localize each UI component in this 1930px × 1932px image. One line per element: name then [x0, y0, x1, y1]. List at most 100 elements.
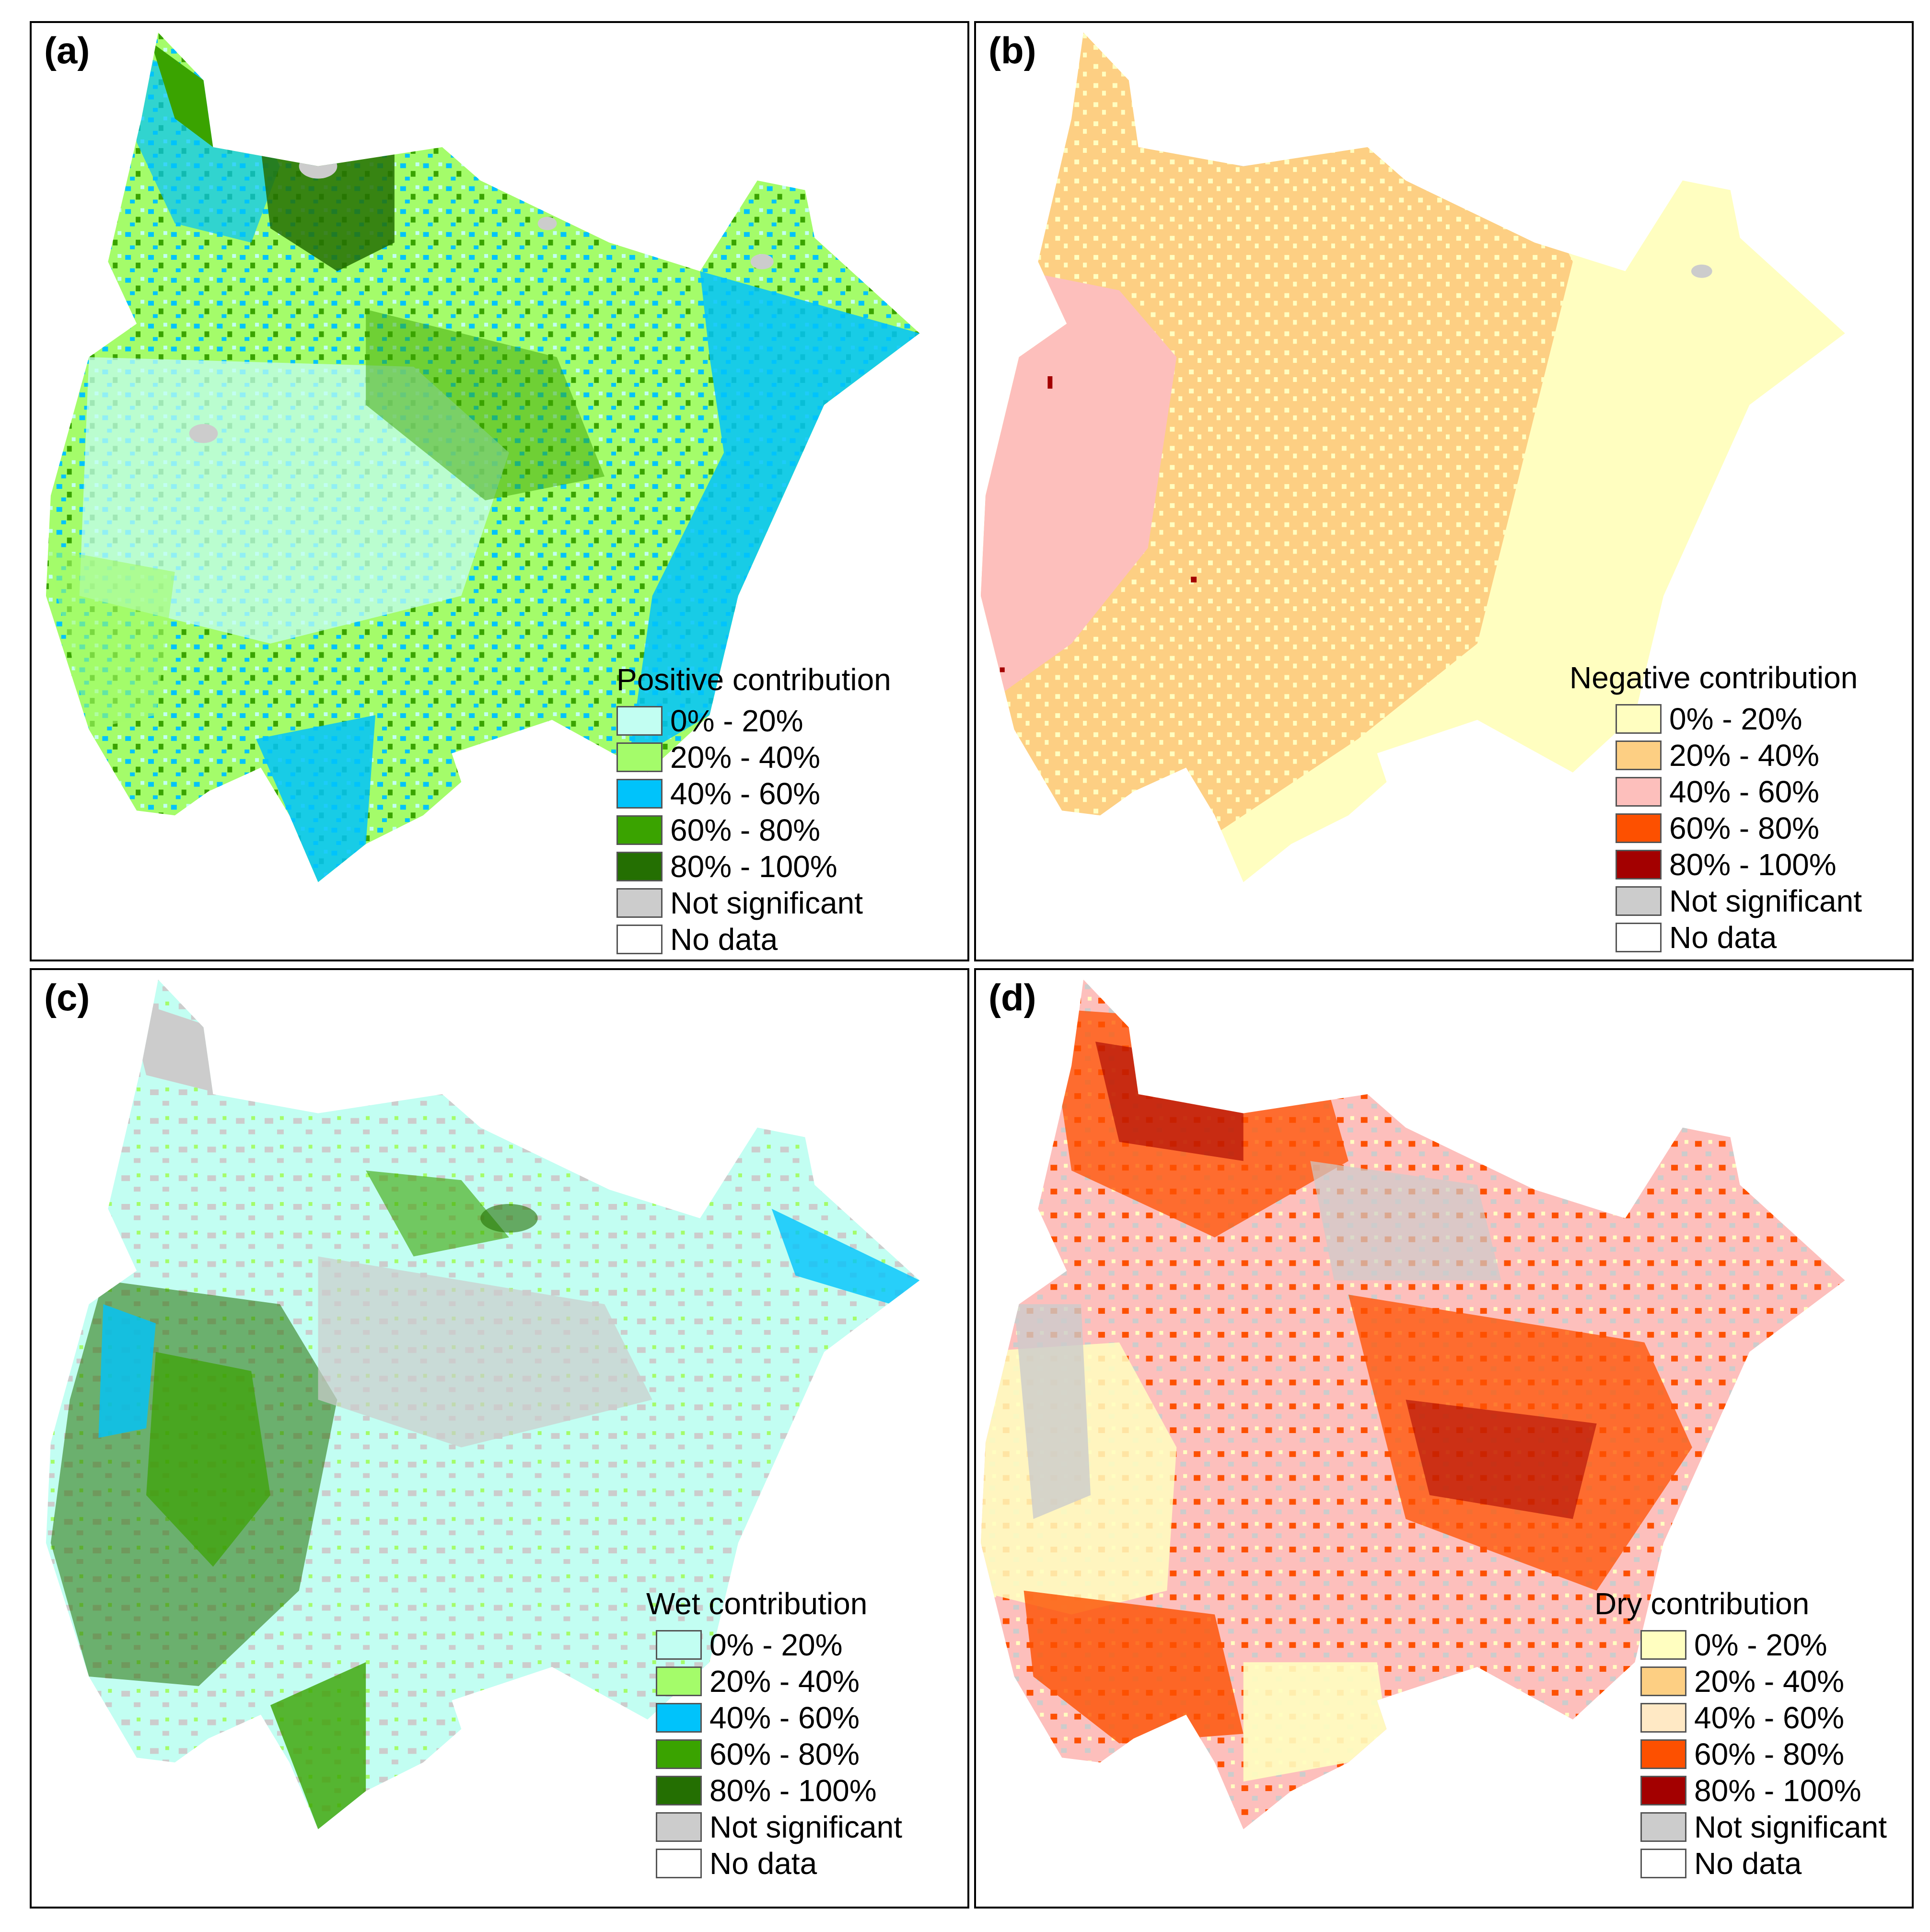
panel-c: (c) Wet contribution 0% - 20% 20% - 40% …	[30, 968, 969, 1909]
legend-label: No data	[670, 922, 778, 957]
legend-swatch	[1640, 1703, 1686, 1733]
legend-item: 20% - 40%	[1616, 737, 1862, 774]
legend-swatch	[656, 1630, 702, 1660]
legend-swatch	[616, 742, 663, 772]
panel-label: (d)	[988, 976, 1036, 1018]
legend-swatch	[1616, 886, 1662, 916]
panel-label: (b)	[988, 29, 1036, 71]
legend: Negative contribution 0% - 20% 20% - 40%…	[1570, 662, 1862, 956]
legend-item: 60% - 80%	[656, 1736, 902, 1772]
legend-title: Positive contribution	[616, 662, 891, 697]
legend-label: Not significant	[1669, 884, 1862, 918]
legend-item: 60% - 80%	[1640, 1736, 1887, 1772]
legend-item: 80% - 100%	[1616, 846, 1862, 883]
legend-swatch	[616, 706, 663, 736]
legend-swatch	[1640, 1849, 1686, 1878]
legend: Wet contribution 0% - 20% 20% - 40% 40% …	[646, 1588, 902, 1882]
positive-contribution-map	[46, 32, 920, 882]
legend-label: 60% - 80%	[1669, 811, 1820, 845]
legend-label: 20% - 40%	[670, 740, 821, 775]
legend-label: 20% - 40%	[1669, 738, 1820, 773]
legend-label: No data	[709, 1846, 817, 1881]
legend-swatch	[656, 1666, 702, 1696]
legend-swatch	[1616, 923, 1662, 952]
legend-swatch	[616, 815, 663, 845]
legend-swatch	[1616, 740, 1662, 770]
legend-item: 60% - 80%	[1616, 810, 1862, 846]
wet-contribution-map	[46, 979, 920, 1829]
legend-label: 80% - 100%	[670, 849, 837, 884]
negative-contribution-map	[980, 32, 1845, 882]
legend-label: Not significant	[670, 886, 863, 920]
legend-title: Wet contribution	[646, 1586, 868, 1621]
legend-label: 40% - 60%	[709, 1701, 860, 1735]
legend-item: Not significant	[616, 885, 891, 921]
legend-item: 40% - 60%	[1640, 1700, 1887, 1736]
legend-swatch	[1640, 1666, 1686, 1696]
legend-swatch	[656, 1739, 702, 1769]
panel-label: (c)	[44, 976, 90, 1018]
legend-item: 40% - 60%	[616, 775, 891, 812]
legend-item: 20% - 40%	[616, 739, 891, 775]
panel-b: (b) Negative contribution 0% - 20% 20% -…	[974, 21, 1914, 961]
legend-label: 20% - 40%	[709, 1664, 860, 1699]
legend-item: 20% - 40%	[1640, 1663, 1887, 1700]
legend-item: 0% - 20%	[1616, 701, 1862, 737]
panel-d: (d) Dry contribution 0% - 20% 20% - 40% …	[974, 968, 1914, 1909]
panel-label: (a)	[44, 29, 90, 71]
legend-label: 0% - 20%	[1669, 702, 1802, 736]
legend-item: No data	[616, 921, 891, 958]
legend-swatch	[656, 1703, 702, 1733]
legend-label: 0% - 20%	[1694, 1628, 1827, 1662]
legend-item: 40% - 60%	[1616, 774, 1862, 810]
legend-item: 40% - 60%	[656, 1700, 902, 1736]
dry-contribution-map	[980, 979, 1845, 1829]
legend-label: 80% - 100%	[1694, 1773, 1861, 1808]
legend-item: Not significant	[1640, 1809, 1887, 1845]
legend-item: 80% - 100%	[1640, 1772, 1887, 1809]
legend-item: 0% - 20%	[1640, 1627, 1887, 1663]
legend-label: Not significant	[1694, 1810, 1887, 1844]
legend-swatch	[1640, 1776, 1686, 1805]
legend-swatch	[1640, 1812, 1686, 1842]
legend-swatch	[656, 1812, 702, 1842]
legend-item: 60% - 80%	[616, 812, 891, 848]
legend-title: Negative contribution	[1570, 660, 1858, 695]
legend-label: 20% - 40%	[1694, 1664, 1845, 1699]
legend-label: 40% - 60%	[1694, 1701, 1845, 1735]
legend-label: 60% - 80%	[1694, 1737, 1845, 1771]
legend-item: No data	[656, 1845, 902, 1882]
legend-swatch	[616, 925, 663, 954]
legend-item: 0% - 20%	[616, 703, 891, 739]
legend: Positive contribution 0% - 20% 20% - 40%…	[616, 664, 891, 958]
panel-a: (a) Positive contribution 0% - 20% 20% -…	[30, 21, 969, 961]
legend-label: 0% - 20%	[670, 704, 803, 738]
legend-label: 40% - 60%	[1669, 775, 1820, 809]
legend-item: 20% - 40%	[656, 1663, 902, 1700]
legend-swatch	[656, 1776, 702, 1805]
legend-item: No data	[1616, 919, 1862, 956]
legend-item: 80% - 100%	[616, 848, 891, 885]
legend-label: 0% - 20%	[709, 1628, 843, 1662]
legend-label: Not significant	[709, 1810, 902, 1844]
legend-label: No data	[1669, 920, 1777, 955]
legend-swatch	[616, 888, 663, 918]
legend-item: 0% - 20%	[656, 1627, 902, 1663]
legend-swatch	[1616, 813, 1662, 843]
legend-swatch	[1640, 1630, 1686, 1660]
legend-swatch	[1640, 1739, 1686, 1769]
legend-swatch	[616, 852, 663, 881]
legend-swatch	[1616, 850, 1662, 879]
legend-label: 60% - 80%	[670, 813, 821, 847]
legend-label: 60% - 80%	[709, 1737, 860, 1771]
legend-label: No data	[1694, 1846, 1802, 1881]
legend-label: 80% - 100%	[709, 1773, 877, 1808]
legend-item: No data	[1640, 1845, 1887, 1882]
legend-swatch	[1616, 704, 1662, 734]
legend-item: 80% - 100%	[656, 1772, 902, 1809]
legend-swatch	[656, 1849, 702, 1878]
legend-swatch	[616, 779, 663, 809]
legend-title: Dry contribution	[1594, 1586, 1810, 1621]
legend-label: 40% - 60%	[670, 776, 821, 811]
legend-label: 80% - 100%	[1669, 847, 1837, 882]
